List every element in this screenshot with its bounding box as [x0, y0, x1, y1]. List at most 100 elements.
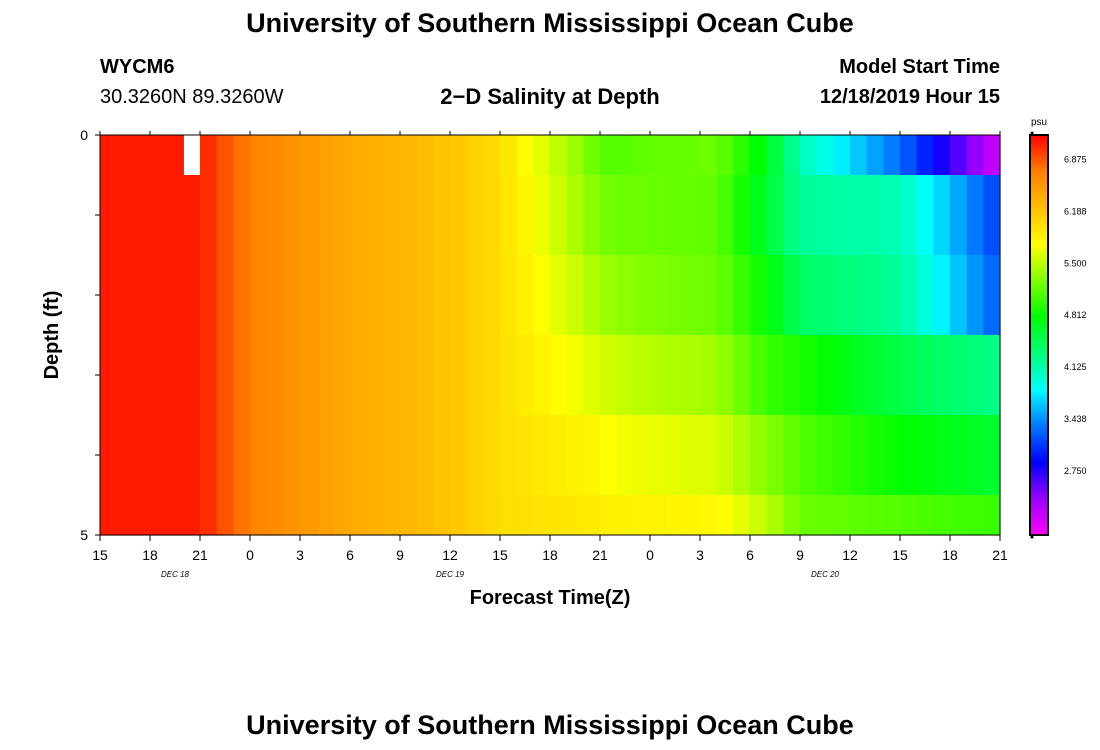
- heatmap-cell: [433, 135, 451, 176]
- heatmap-cell: [383, 255, 401, 336]
- heatmap-cell: [366, 415, 384, 496]
- heatmap-cell: [700, 495, 718, 536]
- heatmap-cell: [783, 415, 801, 496]
- heatmap-cell: [416, 415, 434, 496]
- heatmap-cell: [466, 495, 484, 536]
- heatmap-cell: [800, 495, 818, 536]
- heatmap-cell: [450, 255, 468, 336]
- heatmap-cell: [600, 495, 618, 536]
- heatmap-cell: [666, 135, 684, 176]
- heatmap-cell: [333, 135, 351, 176]
- heatmap-cell: [100, 135, 118, 176]
- heatmap-cell: [400, 415, 418, 496]
- x-tick-label: 6: [346, 547, 354, 563]
- page-title: University of Southern Mississippi Ocean…: [246, 8, 854, 38]
- heatmap-cell: [650, 255, 668, 336]
- heatmap-cell: [500, 135, 518, 176]
- heatmap-cell: [700, 415, 718, 496]
- heatmap-cell: [133, 415, 151, 496]
- heatmap-cell: [716, 335, 734, 416]
- heatmap-cell: [150, 495, 168, 536]
- heatmap-cell: [933, 415, 951, 496]
- x-tick-label: 21: [992, 547, 1008, 563]
- heatmap-cell: [866, 415, 884, 496]
- heatmap-cell: [316, 175, 334, 256]
- heatmap-cell: [933, 495, 951, 536]
- heatmap-cell: [433, 255, 451, 336]
- heatmap-cell: [516, 495, 534, 536]
- heatmap-cell: [416, 255, 434, 336]
- heatmap-cell: [300, 415, 318, 496]
- heatmap-cell: [433, 415, 451, 496]
- heatmap-cell: [483, 415, 501, 496]
- heatmap-cell: [766, 135, 784, 176]
- heatmap-cell: [550, 495, 568, 536]
- x-tick-label: 9: [396, 547, 404, 563]
- heatmap-cell: [883, 415, 901, 496]
- heatmap-cell: [216, 135, 234, 176]
- heatmap-cell: [850, 135, 868, 176]
- heatmap-cell: [283, 255, 301, 336]
- x-tick-label: 21: [592, 547, 608, 563]
- colorbar-tick-label: 6.875: [1064, 155, 1087, 165]
- heatmap-cell: [766, 495, 784, 536]
- heatmap-cell: [983, 135, 1001, 176]
- heatmap-cell: [566, 335, 584, 416]
- heatmap-cell: [700, 175, 718, 256]
- heatmap-cell: [283, 135, 301, 176]
- heatmap-cell: [783, 255, 801, 336]
- heatmap-cell: [900, 175, 918, 256]
- heatmap-cell: [533, 335, 551, 416]
- heatmap-cell: [166, 335, 184, 416]
- heatmap-cell: [516, 255, 534, 336]
- heatmap-cell: [300, 255, 318, 336]
- heatmap-cell: [800, 175, 818, 256]
- plot-title: 2−D Salinity at Depth: [440, 84, 660, 109]
- heatmap-cell: [666, 175, 684, 256]
- heatmap-cell: [316, 255, 334, 336]
- heatmap-cell: [366, 495, 384, 536]
- colorbar-endpoint: [1030, 131, 1034, 135]
- heatmap-cell: [150, 135, 168, 176]
- heatmap-cell: [983, 175, 1001, 256]
- heatmap-cell: [650, 335, 668, 416]
- x-tick-label: 0: [646, 547, 654, 563]
- heatmap-cell: [833, 335, 851, 416]
- heatmap-cell: [816, 175, 834, 256]
- heatmap-cell: [450, 335, 468, 416]
- x-tick-label: 0: [246, 547, 254, 563]
- heatmap-cell: [200, 135, 218, 176]
- heatmap-cell: [133, 175, 151, 256]
- heatmap-cell: [383, 175, 401, 256]
- heatmap-cell: [216, 335, 234, 416]
- heatmap-cell: [250, 135, 268, 176]
- model-start-label: Model Start Time: [839, 56, 1000, 78]
- heatmap-cell: [200, 335, 218, 416]
- heatmap-cell: [933, 175, 951, 256]
- heatmap-cell: [300, 135, 318, 176]
- heatmap-cell: [933, 135, 951, 176]
- heatmap-cell: [816, 255, 834, 336]
- heatmap-cell: [716, 175, 734, 256]
- heatmap-cell: [183, 495, 201, 536]
- heatmap-cell: [133, 335, 151, 416]
- heatmap-cell: [716, 495, 734, 536]
- heatmap-cell: [733, 415, 751, 496]
- heatmap-cell: [900, 415, 918, 496]
- heatmap-cell: [600, 255, 618, 336]
- heatmap-cell: [733, 255, 751, 336]
- heatmap-cell: [883, 255, 901, 336]
- heatmap-cell: [333, 255, 351, 336]
- heatmap-cell: [650, 135, 668, 176]
- heatmap-cell: [550, 135, 568, 176]
- heatmap-cell: [700, 135, 718, 176]
- heatmap-cell: [750, 175, 768, 256]
- heatmap-cell: [950, 335, 968, 416]
- heatmap-cell: [533, 135, 551, 176]
- heatmap-cell: [566, 175, 584, 256]
- heatmap-cell: [466, 135, 484, 176]
- heatmap-cell: [283, 415, 301, 496]
- heatmap-cell: [850, 335, 868, 416]
- y-axis: 05: [80, 127, 100, 543]
